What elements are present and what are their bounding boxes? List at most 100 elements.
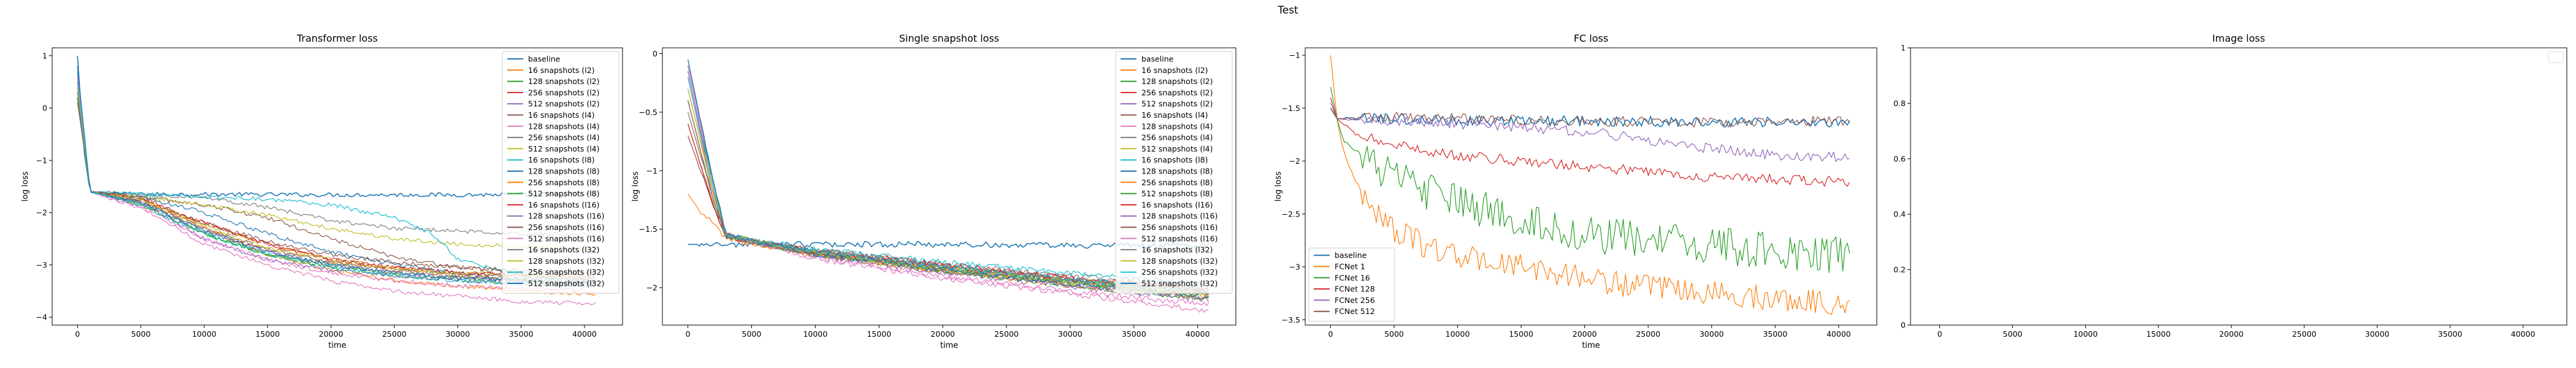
legend-entry: 128 snapshots (l2) bbox=[1141, 77, 1213, 86]
panel-1: Transformer loss 0 5000 10000 15000 20000 2500… bbox=[21, 33, 623, 350]
y-tick-label: −3 bbox=[36, 260, 47, 269]
legend-entry: 256 snapshots (l8) bbox=[1141, 178, 1213, 187]
legend-entry: 256 snapshots (l2) bbox=[528, 88, 600, 97]
y-tick-label: −2 bbox=[1289, 156, 1300, 166]
legend-entry: 16 snapshots (l16) bbox=[528, 200, 600, 209]
y-tick-label: −3.5 bbox=[1282, 315, 1300, 324]
y-tick-label: 0 bbox=[653, 49, 657, 58]
panel-title: Transformer loss bbox=[296, 33, 378, 44]
x-tick-label: 30000 bbox=[1700, 329, 1724, 339]
legend-entry: baseline bbox=[528, 55, 561, 64]
legend-entry: 16 snapshots (l8) bbox=[1141, 155, 1208, 164]
legend-entry: 512 snapshots (l16) bbox=[528, 234, 604, 243]
panel-3: FC loss 0 5000 10000 15000 20000 25000 30000 350… bbox=[1274, 33, 1877, 350]
legend-entry: 16 snapshots (l8) bbox=[528, 155, 595, 164]
panel-title: FC loss bbox=[1574, 33, 1608, 44]
x-tick-label: 30000 bbox=[1058, 329, 1083, 339]
legend-entry: FCNet 16 bbox=[1335, 273, 1370, 282]
x-tick-label: 10000 bbox=[803, 329, 827, 339]
x-tick-label: 15000 bbox=[867, 329, 891, 339]
y-tick-label: 0.4 bbox=[1893, 210, 1906, 219]
panel-2: Single snapshot loss 0 5000 10000 15000 20000… bbox=[631, 33, 1236, 350]
y-tick-label: −1 bbox=[1289, 51, 1300, 60]
x-tick-label: 0 bbox=[1938, 329, 1942, 339]
legend-entry: 128 snapshots (l16) bbox=[528, 212, 604, 221]
x-tick-label: 15000 bbox=[1509, 329, 1533, 339]
legend-entry: 128 snapshots (l8) bbox=[1141, 167, 1213, 176]
legend-entry: FCNet 1 bbox=[1335, 262, 1365, 271]
x-tick-label: 30000 bbox=[445, 329, 470, 339]
x-tick-label: 5000 bbox=[131, 329, 151, 339]
legend-entry: 16 snapshots (l4) bbox=[1141, 110, 1208, 120]
x-tick-label: 5000 bbox=[2003, 329, 2023, 339]
x-tick-label: 10000 bbox=[2073, 329, 2098, 339]
series-line bbox=[688, 65, 1209, 307]
legend-entry: 16 snapshots (l16) bbox=[1141, 200, 1213, 209]
legend-entry: 128 snapshots (l4) bbox=[528, 121, 600, 131]
series-lines bbox=[1330, 55, 1850, 315]
y-axis-label: log loss bbox=[631, 171, 640, 201]
y-tick-label: −2.5 bbox=[1282, 209, 1300, 218]
legend-entry: baseline bbox=[1141, 55, 1174, 64]
series-line bbox=[1330, 55, 1850, 315]
legend-entry: 256 snapshots (l32) bbox=[1141, 267, 1217, 277]
x-tick-label: 30000 bbox=[2365, 329, 2390, 339]
x-tick-label: 20000 bbox=[319, 329, 343, 339]
legend-entry: baseline bbox=[1335, 251, 1367, 260]
legend-entry: 256 snapshots (l4) bbox=[1141, 133, 1213, 142]
series-line bbox=[1330, 107, 1850, 128]
series-line bbox=[1330, 97, 1850, 187]
legend-entry: 256 snapshots (l32) bbox=[528, 267, 604, 277]
series-line bbox=[77, 97, 596, 305]
legend-entry: 256 snapshots (l16) bbox=[1141, 223, 1217, 232]
x-tick-label: 40000 bbox=[2511, 329, 2536, 339]
legend-entry: 256 snapshots (l2) bbox=[1141, 88, 1213, 97]
x-tick-label: 25000 bbox=[2292, 329, 2317, 339]
x-tick-label: 15000 bbox=[255, 329, 280, 339]
y-tick-label: −1.5 bbox=[639, 224, 657, 234]
y-axis-label: log loss bbox=[21, 171, 30, 201]
axes-frame bbox=[1910, 47, 2567, 326]
legend-entry: 16 snapshots (l32) bbox=[1141, 245, 1213, 255]
legend-entry: 16 snapshots (l2) bbox=[1141, 66, 1208, 75]
y-tick-label: 1 bbox=[42, 51, 47, 60]
x-axis-label: time bbox=[940, 341, 958, 350]
legend-entry: 256 snapshots (l16) bbox=[528, 223, 604, 232]
legend-entry: 512 snapshots (l32) bbox=[528, 279, 604, 288]
x-tick-label: 20000 bbox=[930, 329, 955, 339]
y-tick-label: 0 bbox=[1901, 321, 1906, 330]
axes-frame bbox=[662, 47, 1236, 326]
y-tick-label: −1.5 bbox=[1282, 104, 1300, 113]
legend: baseline 16 snapshots (l2) 128 snapshots (… bbox=[502, 51, 619, 294]
legend-entry: 512 snapshots (l8) bbox=[1141, 189, 1213, 198]
legend-entry: 16 snapshots (l32) bbox=[528, 245, 600, 255]
legend-entry: 16 snapshots (l2) bbox=[528, 66, 595, 75]
x-tick-label: 40000 bbox=[572, 329, 597, 339]
x-tick-label: 35000 bbox=[1122, 329, 1146, 339]
x-tick-label: 5000 bbox=[1384, 329, 1404, 339]
x-tick-label: 20000 bbox=[2219, 329, 2244, 339]
y-tick-label: 0.8 bbox=[1893, 99, 1906, 108]
panel-title: Single snapshot loss bbox=[899, 33, 999, 44]
axes-frame bbox=[1305, 47, 1877, 326]
x-tick-label: 35000 bbox=[1763, 329, 1787, 339]
legend-entry: 128 snapshots (l32) bbox=[1141, 256, 1217, 266]
x-tick-label: 35000 bbox=[2438, 329, 2463, 339]
x-axis-label: time bbox=[1582, 341, 1600, 350]
legend-box bbox=[502, 51, 619, 294]
y-tick-label: −2 bbox=[646, 283, 657, 292]
legend-entry: 512 snapshots (l4) bbox=[1141, 144, 1213, 153]
legend-entry: 512 snapshots (l32) bbox=[1141, 279, 1217, 288]
y-tick-label: 0.6 bbox=[1893, 154, 1906, 163]
legend-entry: 16 snapshots (l4) bbox=[528, 110, 595, 120]
x-tick-label: 5000 bbox=[742, 329, 762, 339]
series-line bbox=[1330, 86, 1850, 274]
legend-entry: 128 snapshots (l2) bbox=[528, 77, 600, 86]
x-tick-label: 40000 bbox=[1827, 329, 1851, 339]
figure-title: Test bbox=[1277, 4, 1298, 17]
x-tick-label: 25000 bbox=[1636, 329, 1660, 339]
panel-4: Image loss 0 5000 10000 15000 20000 25000 30000… bbox=[1893, 33, 2567, 339]
